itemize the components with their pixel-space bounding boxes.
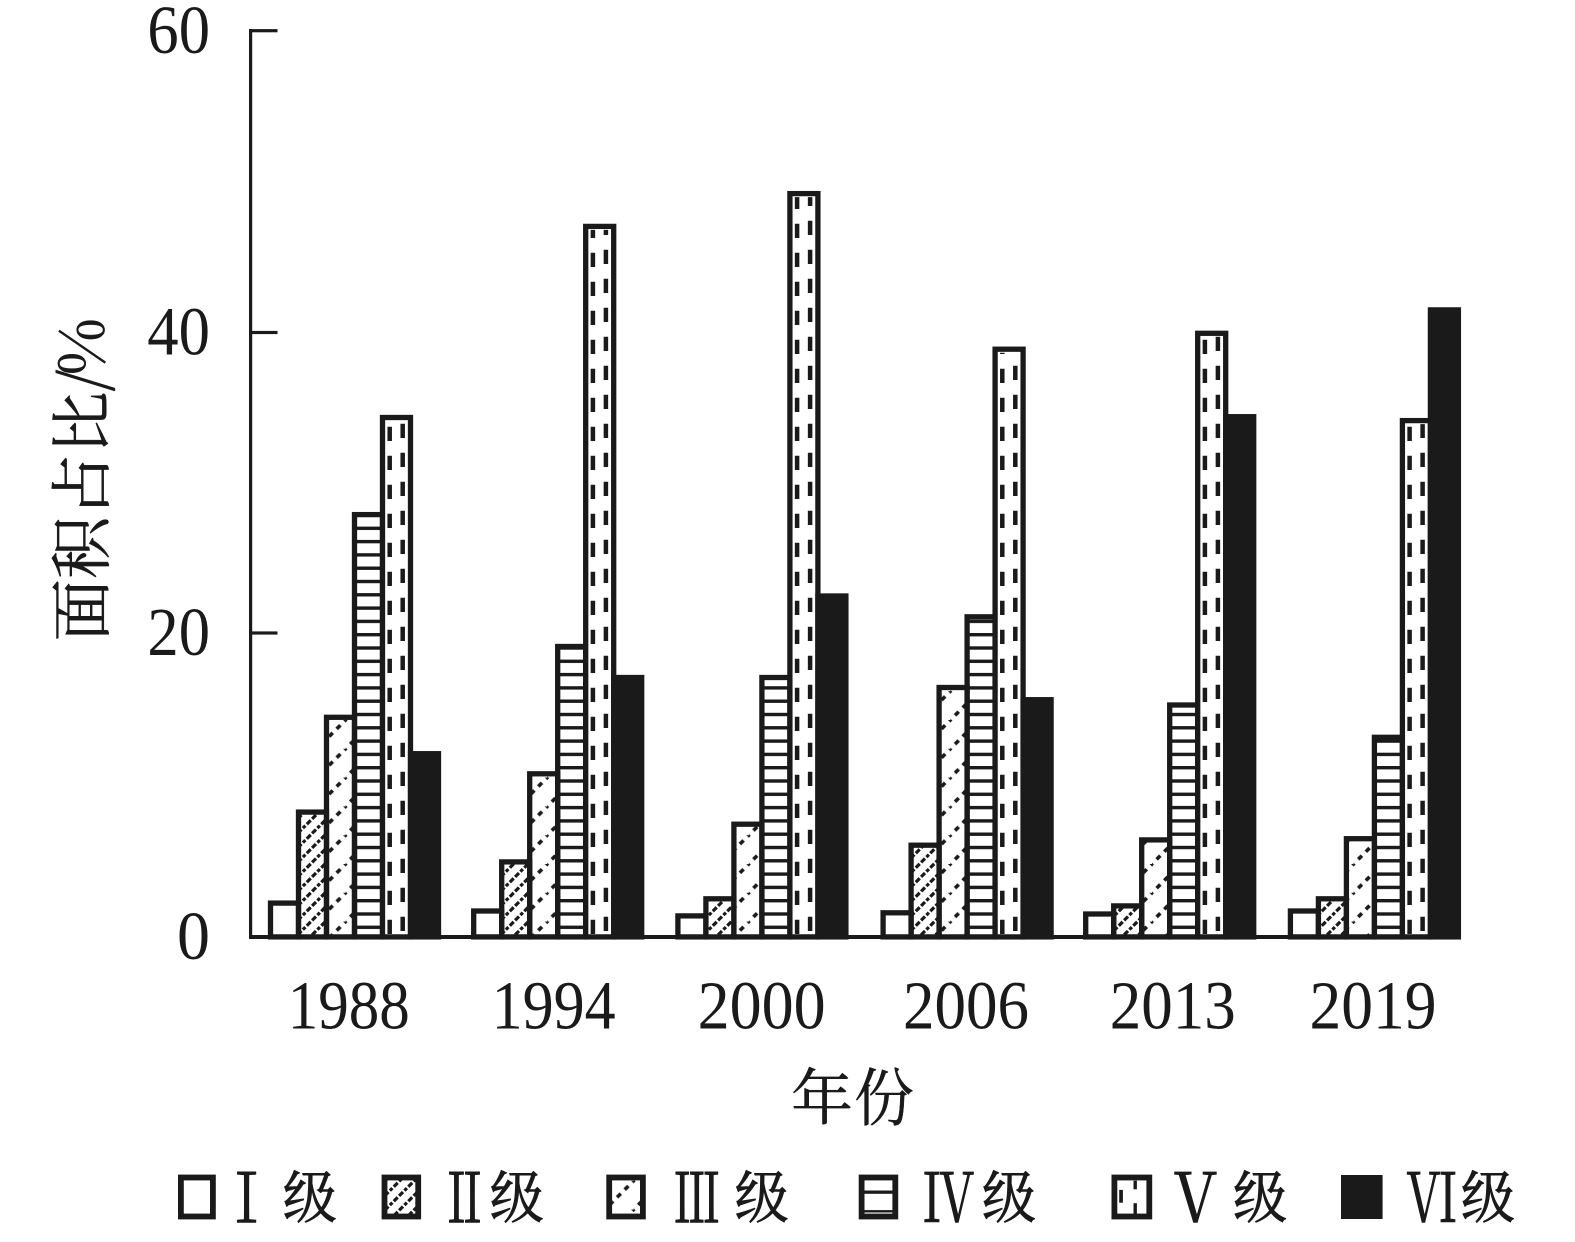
svg-text:2013: 2013 xyxy=(1110,967,1236,1043)
svg-text:2006: 2006 xyxy=(903,967,1029,1043)
svg-text:2000: 2000 xyxy=(698,967,826,1043)
svg-text:40: 40 xyxy=(147,294,210,370)
svg-text:1988: 1988 xyxy=(288,967,410,1043)
svg-text:0: 0 xyxy=(177,898,210,974)
svg-text:1994: 1994 xyxy=(492,967,616,1043)
svg-text:20: 20 xyxy=(147,594,210,670)
svg-text:60: 60 xyxy=(147,0,210,68)
svg-text:2019: 2019 xyxy=(1310,967,1437,1043)
